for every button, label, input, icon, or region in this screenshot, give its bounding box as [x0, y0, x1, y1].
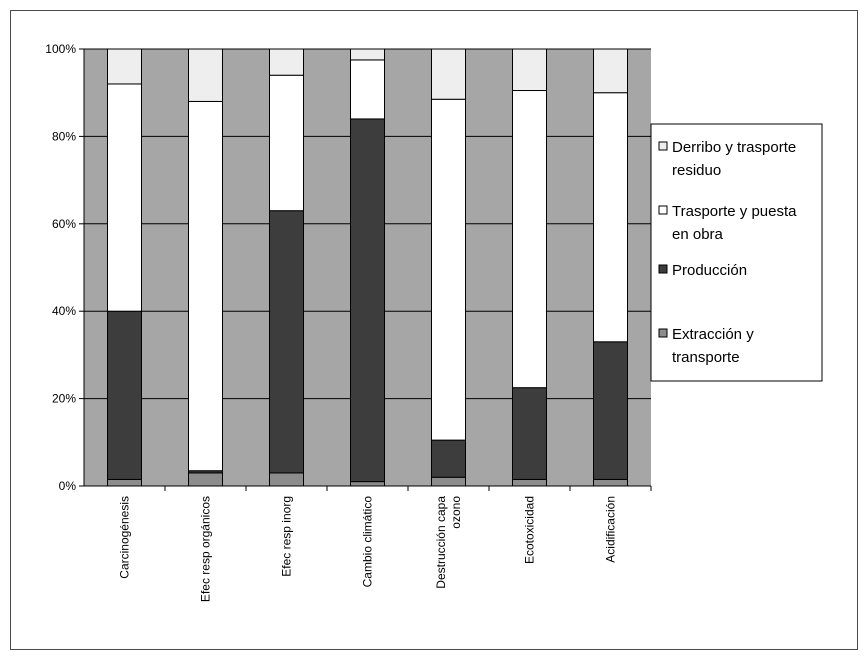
bar-segment: [593, 478, 628, 487]
bar-segment: [107, 83, 142, 312]
bar-segment: [431, 439, 466, 478]
bar-segment: [512, 478, 547, 487]
legend-label: Producción: [672, 262, 747, 279]
y-tick-label: 40%: [52, 304, 76, 318]
bar-segment: [269, 472, 304, 487]
y-tick-label: 60%: [52, 217, 76, 231]
bar-segment: [350, 481, 385, 487]
bar-segment: [512, 90, 547, 389]
bar-segment: [593, 48, 628, 94]
x-category-label: Efec resp orgánicos: [199, 496, 213, 602]
legend-label: transporte: [672, 349, 740, 366]
bar-segment: [431, 476, 466, 487]
bar-segment: [269, 48, 304, 76]
x-category-label: ozono: [449, 496, 463, 529]
legend-box: [650, 123, 823, 382]
bar-segment: [512, 387, 547, 480]
bar-segment: [188, 100, 223, 472]
bar-segment: [593, 92, 628, 343]
bar-segment: [107, 48, 142, 85]
legend-swatch: [658, 141, 668, 151]
bar-segment: [188, 48, 223, 102]
bar-segment: [350, 118, 385, 483]
bar-segment: [107, 310, 142, 480]
legend-swatch: [658, 205, 668, 215]
legend-label: residuo: [672, 162, 721, 179]
bar-segment: [431, 48, 466, 100]
x-category-label: Destrucción capa: [434, 496, 448, 589]
bar-segment: [188, 472, 223, 487]
bar-segment: [431, 98, 466, 441]
bar-segment: [107, 478, 142, 487]
y-tick-label: 0%: [59, 479, 77, 493]
x-category-label: Acidificación: [604, 496, 618, 563]
legend-swatch: [658, 264, 668, 274]
legend-label: Derribo y trasporte: [672, 139, 796, 156]
bar-segment: [269, 74, 304, 212]
y-tick-label: 100%: [45, 42, 76, 56]
y-tick-label: 80%: [52, 129, 76, 143]
x-category-label: Ecotoxicidad: [523, 496, 537, 564]
legend-label: en obra: [672, 226, 724, 243]
x-category-label: Carcinogénesis: [118, 496, 132, 579]
x-category-label: Efec resp inorg: [280, 496, 294, 577]
y-tick-label: 20%: [52, 392, 76, 406]
bar-segment: [350, 48, 385, 61]
bar-segment: [512, 48, 547, 92]
bar-segment: [593, 341, 628, 480]
legend-swatch: [658, 328, 668, 338]
legend-label: Trasporte y puesta: [672, 203, 797, 220]
x-category-label: Cambio climático: [361, 496, 375, 588]
bar-segment: [269, 210, 304, 474]
legend-label: Extracción y: [672, 326, 754, 343]
bar-segment: [350, 59, 385, 120]
